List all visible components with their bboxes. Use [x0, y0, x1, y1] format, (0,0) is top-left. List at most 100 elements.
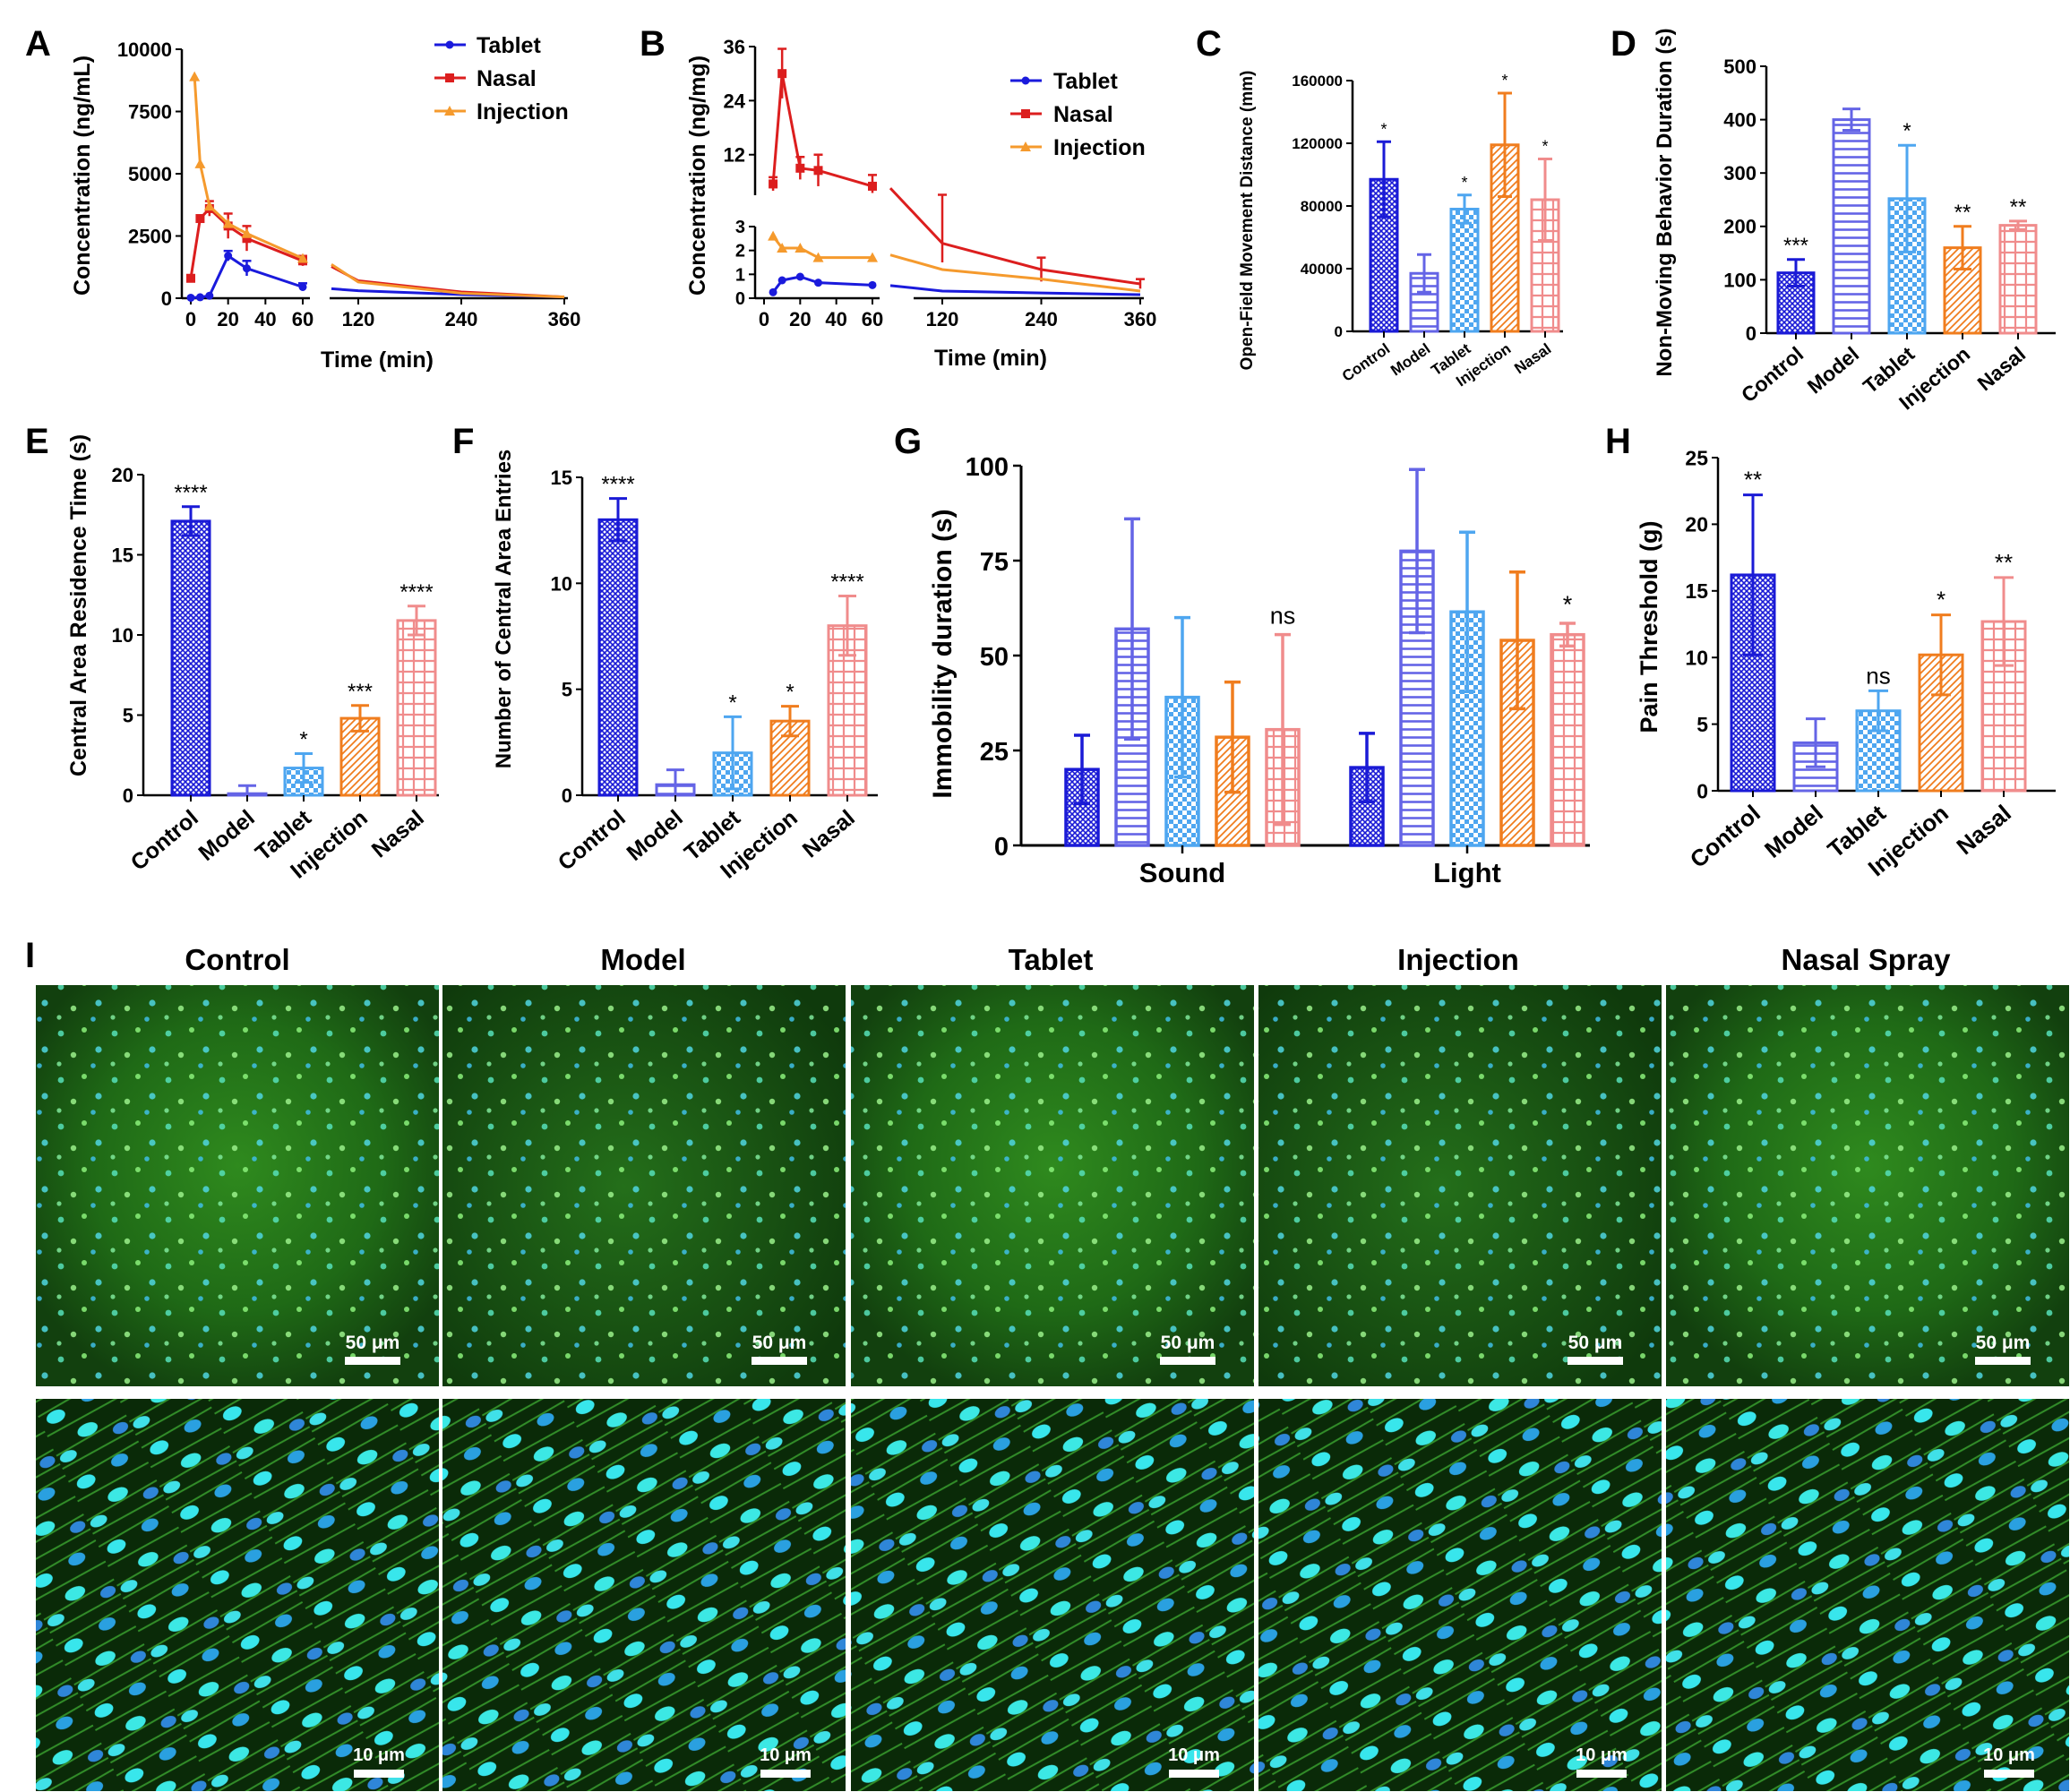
A-point-tablet: [186, 293, 195, 302]
E-bar-nasal: [396, 619, 437, 797]
A-point-nasal: [195, 214, 205, 224]
D-bar-nasal: [1998, 224, 2038, 335]
micrograph-top-cells-tablet: [851, 985, 1254, 1386]
scalebar-bottom-control: [354, 1770, 404, 1778]
E-sig-nasal: ****: [399, 580, 433, 604]
E-sig-control: ****: [174, 481, 207, 505]
F-ytick-label: 5: [562, 679, 572, 701]
scalebar-bottom-label-control: 10 μm: [353, 1745, 405, 1765]
a-ylabel: Concentration (ng/mL): [70, 56, 95, 296]
A-point-nasal: [186, 273, 195, 283]
A-point-injection: [222, 218, 234, 228]
A-point-nasal: [242, 234, 252, 244]
A-ytick-label: 5000: [128, 163, 172, 185]
E-ytick-label: 15: [112, 544, 133, 566]
micrograph-bottom-nasal-spray: [1666, 1399, 2069, 1791]
scalebar-bottom-label-nasal-spray: 10 μm: [1983, 1745, 2035, 1765]
F-ytick-label: 0: [562, 785, 572, 807]
panel-label-a: A: [25, 24, 51, 64]
C-sig-nasal: *: [1542, 138, 1548, 156]
A-point-injection: [189, 71, 201, 81]
F-sig-control: ****: [601, 473, 634, 497]
C-xlabel-nasal: Nasal: [1511, 340, 1554, 378]
A-point-tablet: [205, 291, 214, 300]
micrograph-bottom-injection: [1258, 1399, 1662, 1791]
scalebar-top-tablet: [1160, 1357, 1215, 1365]
H-ytick-label: 20: [1685, 513, 1708, 536]
A-line-injection: [331, 262, 565, 299]
chart-E: 05101520****ControlModel*Tablet***Inject…: [112, 464, 439, 884]
micro-col-injection: Injection: [1397, 943, 1519, 976]
scalebar-bottom-label-model: 10 μm: [760, 1745, 812, 1765]
B-point-nasal: [795, 163, 805, 173]
B-xtick-label: 240: [1025, 308, 1058, 330]
F-sig-nasal: ****: [830, 570, 863, 595]
d-ylabel: Non-Moving Behavior Duration (s): [1653, 28, 1677, 376]
H-ytick-label: 0: [1696, 779, 1708, 802]
F-sig-tablet: *: [728, 690, 736, 715]
B-point-nasal: [813, 166, 823, 176]
A-xtick-label: 0: [185, 308, 196, 330]
F-sig-injection: *: [786, 681, 794, 705]
charts-layer: 04000080000120000160000*ControlModel*Tab…: [112, 33, 2056, 888]
scalebar-top-injection: [1568, 1357, 1623, 1365]
F-ytick-label: 15: [551, 467, 572, 489]
A-point-injection: [297, 253, 308, 263]
F-xlabel-control: Control: [554, 805, 631, 876]
A-legend-injection: Injection: [477, 99, 569, 124]
scalebar-top-nasal-spray: [1975, 1357, 2031, 1365]
panel-label-f: F: [452, 422, 474, 461]
B-ytick-label: 1: [735, 265, 745, 285]
D-sig-nasal: **: [2010, 195, 2027, 219]
scalebar-top-control: [345, 1357, 400, 1365]
D-sig-tablet: *: [1903, 119, 1911, 143]
E-ytick-label: 0: [123, 785, 133, 807]
B-line-tablet: [771, 275, 873, 294]
B-ytick-label: 12: [724, 144, 745, 167]
A-point-injection: [203, 201, 215, 211]
G-ytick-label: 75: [980, 548, 1009, 577]
D-xlabel-nasal: Nasal: [1972, 342, 2030, 395]
G-bar-light-nasal: [1550, 632, 1585, 847]
H-ytick-label: 25: [1685, 446, 1708, 469]
B-point-nasal: [777, 69, 787, 79]
A-legend-marker: [445, 40, 454, 49]
D-ytick-label: 0: [1746, 322, 1756, 345]
B-xtick-label: 60: [862, 308, 883, 330]
F-xlabel-model: Model: [623, 805, 688, 866]
B-line-right-nasal: [889, 187, 1141, 286]
B-legend-injection: Injection: [1053, 135, 1146, 160]
scalebar-top-label-nasal-spray: 50 μm: [1976, 1333, 2031, 1353]
C-sig-control: *: [1380, 120, 1387, 138]
scalebar-bottom-tablet: [1169, 1770, 1219, 1778]
D-ytick-label: 200: [1723, 216, 1756, 238]
C-ytick-label: 160000: [1292, 73, 1343, 90]
A-line-injection: [193, 76, 304, 260]
E-ytick-label: 20: [112, 464, 133, 486]
chart-C: 04000080000120000160000*ControlModel*Tab…: [1292, 72, 1563, 390]
b-ylabel: Concentration (ng/mg): [685, 56, 710, 296]
B-legend-tablet: Tablet: [1053, 69, 1118, 94]
G-ytick-label: 100: [966, 453, 1009, 482]
B-line-right-injection: [889, 253, 1141, 293]
B-xtick-label: 0: [759, 308, 769, 330]
G-sig: ns: [1270, 603, 1296, 630]
scalebar-bottom-model: [760, 1770, 811, 1778]
A-ytick-label: 0: [161, 287, 172, 310]
C-xlabel-control: Control: [1339, 340, 1393, 385]
D-ytick-label: 300: [1723, 162, 1756, 184]
B-xtick-label: 360: [1124, 308, 1157, 330]
D-sig-injection: **: [1954, 201, 1971, 225]
b-xlabel: Time (min): [934, 346, 1047, 371]
E-xlabel-model: Model: [194, 805, 260, 866]
C-sig-tablet: *: [1461, 174, 1467, 192]
H-ytick-label: 10: [1685, 646, 1708, 669]
B-point-injection: [795, 243, 806, 253]
scalebar-top-model: [752, 1357, 807, 1365]
B-point-injection: [812, 252, 824, 262]
panel-label-h: H: [1605, 422, 1631, 461]
C-ytick-label: 0: [1335, 323, 1343, 340]
A-legend-marker: [444, 106, 455, 116]
micro-col-tablet: Tablet: [1009, 943, 1094, 976]
scalebar-top-label-tablet: 50 μm: [1161, 1333, 1215, 1353]
